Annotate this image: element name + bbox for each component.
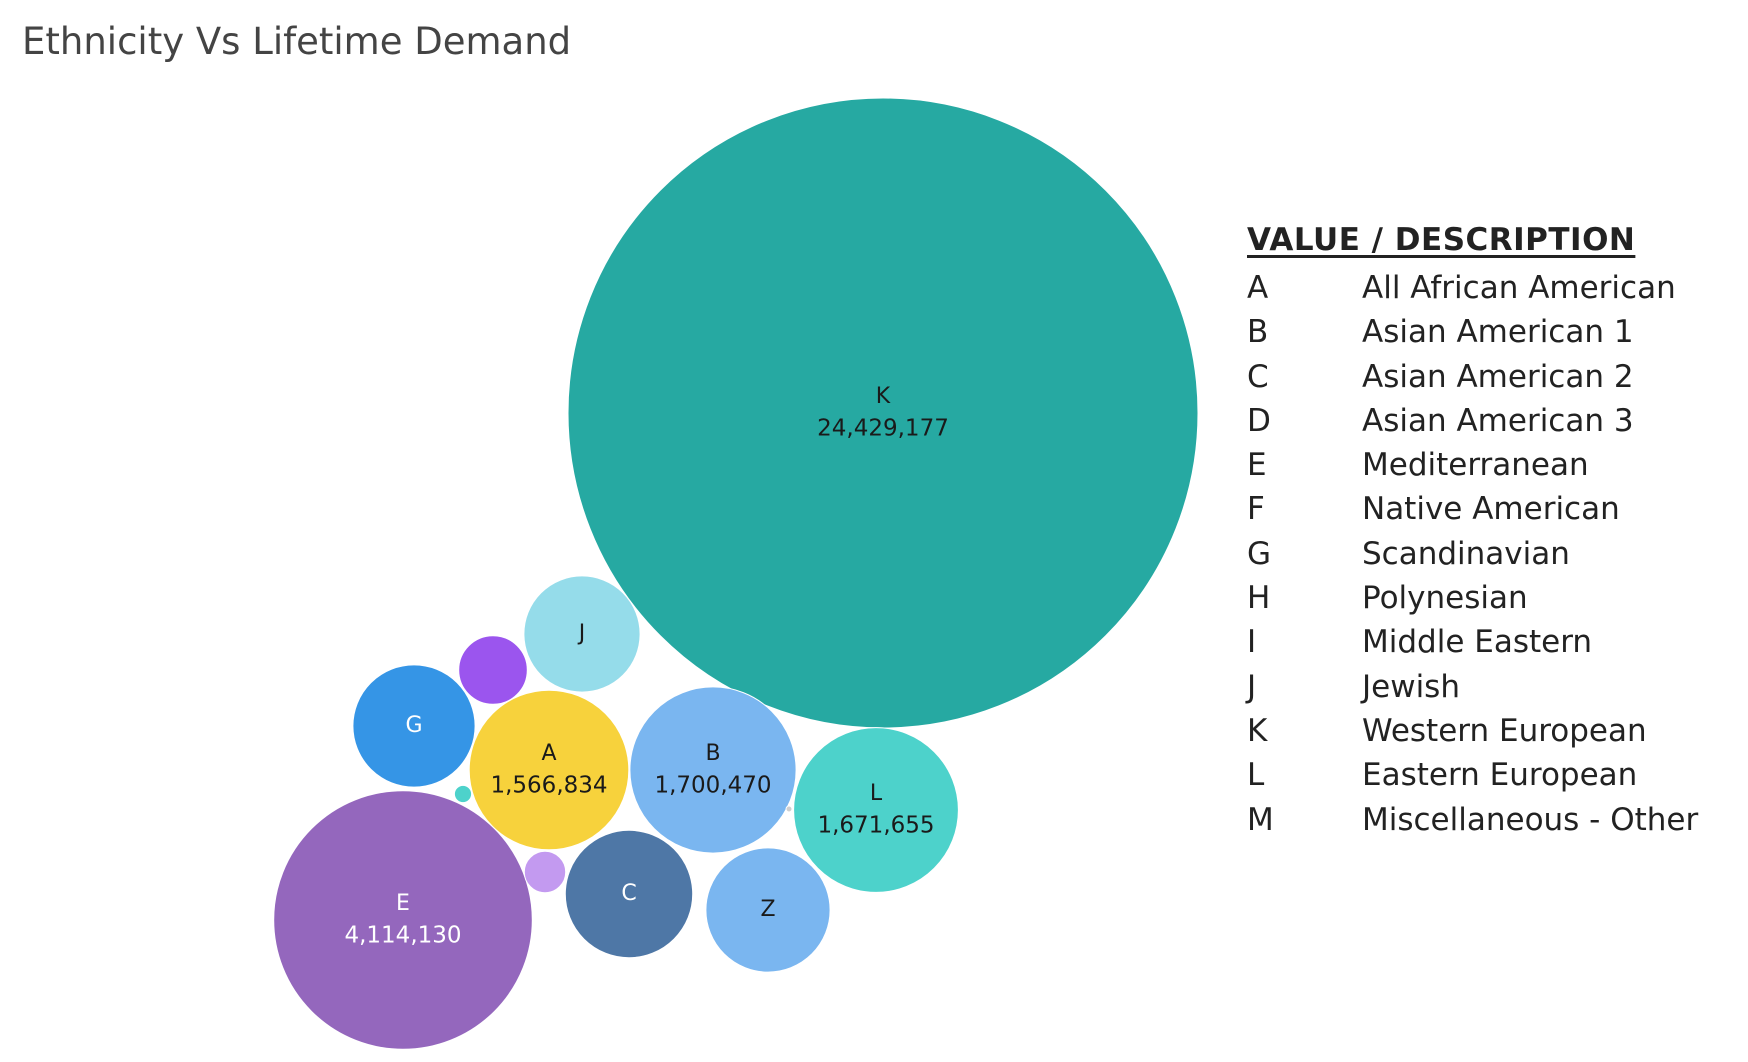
- legend-row: B Asian American 1: [1247, 310, 1635, 354]
- legend-row: E Mediterranean: [1247, 443, 1635, 487]
- legend-code: A: [1247, 270, 1269, 306]
- legend-row: L Eastern European: [1247, 753, 1638, 797]
- legend-row: I Middle Eastern: [1247, 620, 1635, 664]
- legend-code: M: [1247, 801, 1274, 838]
- bubble-label: L: [870, 781, 883, 806]
- legend-code: K: [1247, 712, 1268, 749]
- legend-code: G: [1247, 535, 1272, 572]
- bubble-circle[interactable]: [567, 97, 1199, 729]
- legend-row: H Polynesian: [1247, 576, 1635, 620]
- legend: VALUE / DESCRIPTION A All African America…: [1247, 222, 1698, 842]
- legend-code: I: [1247, 624, 1257, 661]
- legend-description: Native American: [1362, 491, 1620, 528]
- bubble-label: J: [577, 621, 586, 646]
- bubble-value-label: 1,566,834: [490, 773, 607, 799]
- bubble[interactable]: [458, 635, 528, 705]
- bubble[interactable]: [523, 850, 567, 894]
- bubble-label: C: [621, 881, 636, 906]
- bubble-c[interactable]: C: [564, 829, 694, 959]
- legend-description: All African American: [1362, 270, 1676, 306]
- bubble-label: B: [705, 741, 720, 766]
- bubble-value-label: 4,114,130: [344, 923, 461, 949]
- legend-description: Miscellaneous - Other: [1362, 801, 1699, 838]
- legend-row: M Miscellaneous - Other: [1247, 798, 1698, 842]
- bubble-value-label: 1,700,470: [654, 773, 771, 799]
- legend-description: Asian American 2: [1362, 358, 1634, 395]
- legend-description: Polynesian: [1362, 580, 1528, 617]
- chart-title: Ethnicity Vs Lifetime Demand: [22, 20, 572, 63]
- legend-code: F: [1247, 491, 1265, 528]
- legend-code: J: [1247, 668, 1257, 705]
- legend-row: D Asian American 3: [1247, 399, 1635, 443]
- bubble-circle[interactable]: [564, 829, 694, 959]
- bubble-label: A: [541, 741, 556, 766]
- bubble[interactable]: [785, 805, 793, 813]
- legend-row: A All African American: [1247, 266, 1676, 310]
- bubble-k[interactable]: K 24,429,177: [567, 97, 1199, 729]
- bubble-label: K: [876, 384, 891, 409]
- bubble-z[interactable]: Z: [705, 847, 831, 973]
- bubble-label: Z: [760, 897, 775, 922]
- legend-code: H: [1247, 580, 1271, 617]
- legend-description: Eastern European: [1362, 757, 1638, 794]
- legend-row: G Scandinavian: [1247, 532, 1635, 576]
- legend-description: Western European: [1362, 712, 1647, 749]
- bubble-e[interactable]: E 4,114,130: [273, 790, 533, 1050]
- bubble-circle[interactable]: [453, 784, 473, 804]
- legend-row: J Jewish: [1247, 665, 1635, 709]
- bubble-circle[interactable]: [705, 847, 831, 973]
- bubble-circle[interactable]: [523, 575, 641, 693]
- bubble-circle[interactable]: [352, 664, 476, 788]
- legend-row: C Asian American 2: [1247, 355, 1635, 399]
- legend-description: Jewish: [1362, 668, 1460, 705]
- legend-description: Asian American 3: [1362, 402, 1634, 439]
- bubble-circle[interactable]: [793, 727, 959, 893]
- legend-description: Scandinavian: [1362, 535, 1570, 572]
- legend-code: L: [1247, 757, 1265, 794]
- legend-code: D: [1247, 402, 1271, 439]
- bubble-j[interactable]: J: [523, 575, 641, 693]
- legend-description: Mediterranean: [1362, 447, 1589, 484]
- bubble-l[interactable]: L 1,671,655: [793, 727, 959, 893]
- legend-code: C: [1247, 358, 1269, 395]
- legend-code: E: [1247, 447, 1267, 484]
- bubble-circle[interactable]: [785, 805, 793, 813]
- bubble-circle[interactable]: [523, 850, 567, 894]
- bubble-circle[interactable]: [273, 790, 533, 1050]
- legend-description: Middle Eastern: [1362, 624, 1593, 661]
- legend-list: A All African American B Asian American 1 C A…: [1247, 266, 1698, 842]
- bubble-value-label: 24,429,177: [817, 416, 949, 442]
- bubble-a[interactable]: A 1,566,834: [468, 689, 630, 851]
- bubble-label: G: [405, 713, 422, 738]
- bubble[interactable]: [453, 784, 473, 804]
- bubble-circle[interactable]: [458, 635, 528, 705]
- bubble-value-label: 1,671,655: [817, 813, 934, 839]
- bubble-g[interactable]: G: [352, 664, 476, 788]
- legend-row: K Western European: [1247, 709, 1647, 753]
- bubble-circle[interactable]: [468, 689, 630, 851]
- bubble-label: E: [396, 891, 410, 916]
- bubble-circle[interactable]: [629, 686, 797, 854]
- legend-row: F Native American: [1247, 487, 1635, 531]
- legend-code: B: [1247, 314, 1269, 351]
- bubble-b[interactable]: B 1,700,470: [629, 686, 797, 854]
- legend-header: VALUE / DESCRIPTION: [1247, 222, 1636, 258]
- legend-description: Asian American 1: [1362, 314, 1634, 351]
